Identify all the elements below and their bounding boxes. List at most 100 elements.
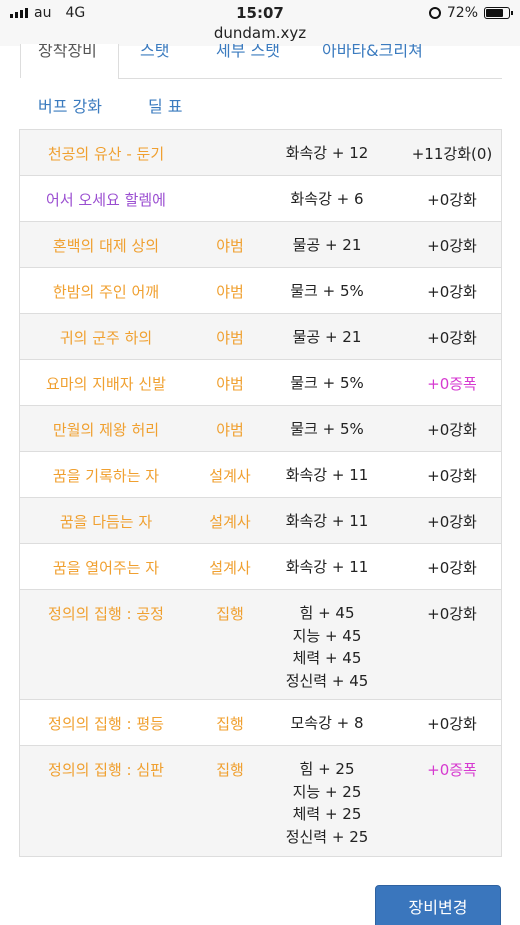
item-name[interactable]: 꿈을 기록하는 자 [52,467,160,485]
item-set: 야범 [216,375,244,393]
item-stat-line: 화속강 + 12 [285,144,369,162]
item-stat-line: 힘 + 25 [299,760,355,778]
url-bar[interactable]: dundam.xyz [0,22,520,46]
item-enhance: +0강화 [427,467,477,485]
item-stat-line: 물크 + 5% [290,374,364,392]
tab-equipment[interactable]: 장착장비 [20,44,119,78]
item-set: 집행 [216,605,244,623]
tab-row-primary: 장착장비 스탯 세부 스탯 아바타&크리쳐 [0,44,520,78]
item-stats: 화속강 + 12 [248,142,406,165]
equipment-row[interactable]: 어서 오세요 할렘에 화속강 + 6 +0강화 [20,176,501,222]
carrier-label: au [34,5,52,21]
item-stat-line: 화속강 + 11 [285,466,369,484]
equipment-table: 천공의 유산 - 둔기 화속강 + 12 +11강화(0) 어서 오세요 할렘에 화속강… [19,129,502,857]
equipment-row[interactable]: 꿈을 기록하는 자 설계사 화속강 + 11 +0강화 [20,452,501,498]
tab-equipment-label: 장착장비 [38,44,97,60]
item-enhance: +0증폭 [427,375,477,393]
item-stat-line: 물크 + 5% [290,282,364,300]
status-left: au 4G [10,5,85,21]
item-stat-line: 화속강 + 11 [285,512,369,530]
signal-icon [10,8,28,18]
clock: 15:07 [236,4,284,22]
item-stats: 화속강 + 11 [248,464,406,487]
equipment-row[interactable]: 혼백의 대제 상의 야범 물공 + 21 +0강화 [20,222,501,268]
item-set: 야범 [216,329,244,347]
item-stats: 물크 + 5% [248,418,406,441]
item-enhance: +11강화(0) [411,145,493,163]
item-enhance: +0강화 [427,329,477,347]
item-stat-line: 화속강 + 11 [285,558,369,576]
item-set: 야범 [216,283,244,301]
equipment-row[interactable]: 만월의 제왕 허리 야범 물크 + 5% +0강화 [20,406,501,452]
item-stat-line: 힘 + 45 [299,604,355,622]
item-name[interactable]: 정의의 집행 : 평등 [48,715,164,733]
item-set: 설계사 [209,513,251,531]
equipment-row[interactable]: 귀의 군주 하의 야범 물공 + 21 +0강화 [20,314,501,360]
item-enhance: +0강화 [427,191,477,209]
tab-damage-table[interactable]: 딜 표 [148,97,183,116]
item-set: 설계사 [209,559,251,577]
status-bar: au 4G 15:07 72% [0,0,520,26]
item-enhance: +0강화 [427,513,477,531]
equipment-row[interactable]: 요마의 지배자 신발 야범 물크 + 5% +0증폭 [20,360,501,406]
item-stat-line: 지능 + 25 [292,782,362,801]
item-stats: 화속강 + 6 [248,188,406,211]
item-stats: 물공 + 21 [248,234,406,257]
equipment-row[interactable]: 정의의 집행 : 평등 집행 모속강 + 8 +0강화 [20,700,501,746]
item-stat-line: 모속강 + 8 [290,714,364,732]
item-name[interactable]: 꿈을 다듬는 자 [59,513,153,531]
item-name[interactable]: 정의의 집행 : 공정 [48,605,164,623]
tab-stats[interactable]: 스탯 [140,44,170,60]
battery-percent: 72% [446,5,478,21]
item-stats: 화속강 + 11 [248,556,406,579]
item-set: 야범 [216,421,244,439]
status-right: 72% [428,5,513,21]
item-stat-line: 지능 + 45 [292,626,362,645]
item-enhance: +0강화 [427,421,477,439]
item-enhance: +0강화 [427,559,477,577]
tab-detail-stats[interactable]: 세부 스탯 [216,44,280,60]
item-stats: 힘 + 45 지능 + 45 체력 + 45 정신력 + 45 [248,602,406,692]
item-name[interactable]: 한밤의 주인 어깨 [52,283,160,301]
item-stat-line: 화속강 + 6 [290,190,364,208]
item-name[interactable]: 꿈을 열어주는 자 [52,559,160,577]
equipment-row[interactable]: 천공의 유산 - 둔기 화속강 + 12 +11강화(0) [20,130,501,176]
item-stat-line: 체력 + 45 [292,649,362,667]
equipment-row[interactable]: 정의의 집행 : 심판 집행 힘 + 25 지능 + 25 체력 + 25 정신력 + 2… [20,746,501,856]
item-name[interactable]: 어서 오세요 할렘에 [46,191,166,209]
item-stat-line: 물크 + 5% [290,420,364,438]
item-stats: 물크 + 5% [248,372,406,395]
equipment-row[interactable]: 한밤의 주인 어깨 야범 물크 + 5% +0강화 [20,268,501,314]
item-stat-line: 물공 + 21 [292,328,362,346]
equipment-row[interactable]: 꿈을 다듬는 자 설계사 화속강 + 11 +0강화 [20,498,501,544]
item-stat-line: 체력 + 25 [292,805,362,823]
equipment-row[interactable]: 정의의 집행 : 공정 집행 힘 + 45 지능 + 45 체력 + 45 정신력 + 4… [20,590,501,700]
item-set: 집행 [216,761,244,779]
item-name[interactable]: 혼백의 대제 상의 [52,237,160,255]
item-stat-line: 정신력 + 45 [285,671,369,690]
item-enhance: +0강화 [427,715,477,733]
item-stats: 물공 + 21 [248,326,406,349]
battery-icon [484,7,513,19]
change-equipment-button[interactable]: 장비변경 [375,885,501,925]
item-set: 집행 [216,715,244,733]
item-name[interactable]: 귀의 군주 하의 [59,329,153,347]
item-name[interactable]: 천공의 유산 - 둔기 [47,145,165,163]
item-stat-line: 물공 + 21 [292,236,362,254]
tab-avatar-creature[interactable]: 아바타&크리쳐 [322,44,423,60]
item-enhance: +0강화 [427,283,477,301]
equipment-row[interactable]: 꿈을 열어주는 자 설계사 화속강 + 11 +0강화 [20,544,501,590]
item-set: 설계사 [209,467,251,485]
tab-row-secondary: 버프 강화 딜 표 [0,90,520,120]
item-enhance: +0강화 [427,605,477,623]
tab-buff-enhance[interactable]: 버프 강화 [38,97,102,116]
item-set: 야범 [216,237,244,255]
item-stats: 화속강 + 11 [248,510,406,533]
item-name[interactable]: 정의의 집행 : 심판 [48,761,164,779]
network-label: 4G [65,5,86,21]
item-stats: 힘 + 25 지능 + 25 체력 + 25 정신력 + 25 [248,758,406,848]
item-name[interactable]: 만월의 제왕 허리 [52,421,160,439]
item-stats: 물크 + 5% [248,280,406,303]
item-name[interactable]: 요마의 지배자 신발 [46,375,166,393]
item-enhance: +0강화 [427,237,477,255]
